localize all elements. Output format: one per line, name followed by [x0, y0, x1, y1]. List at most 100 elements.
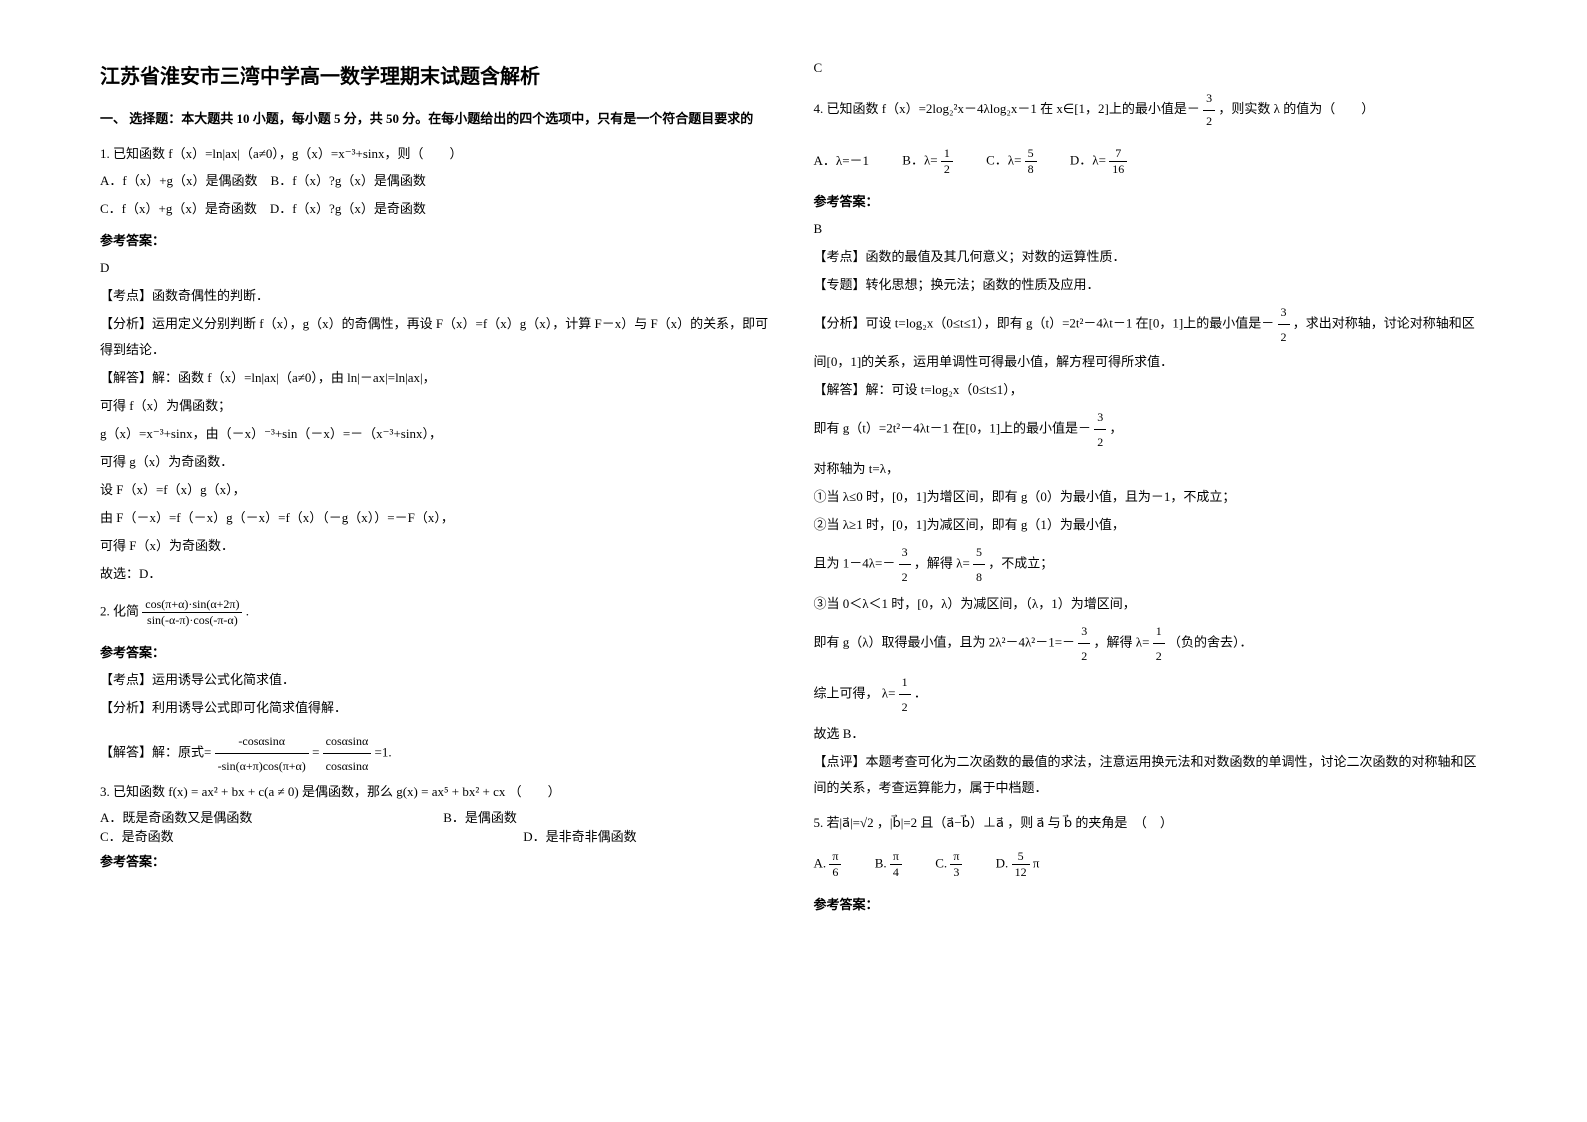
q4-sl2-suffix: ， [1110, 421, 1123, 436]
q3-answer-letter: C [814, 60, 1488, 76]
doc-title: 江苏省淮安市三湾中学高一数学理期末试题含解析 [100, 60, 774, 89]
q4-sol-line1: 【解答】解：可设 t=log₂x（0≤t≤1）， [814, 377, 1488, 403]
q5-optc-den: 3 [950, 865, 962, 880]
q4-sol-line7: ③当 0＜λ＜1 时，[0，λ）为减区间，（λ，1）为增区间， [814, 591, 1488, 617]
q5-optd-prefix: D. [996, 855, 1009, 870]
q4-sol-line6: 且为 1－4λ=－ 3 2 ，解得 λ= 5 8 ，不成立； [814, 540, 1488, 589]
q4-optd-frac: 7 16 [1109, 146, 1127, 177]
q4-opt-c: C．λ= 5 8 [986, 146, 1037, 177]
q1-opt-cd: C．f（x）+g（x）是奇函数 D．f（x）?g（x）是奇函数 [100, 197, 774, 220]
q4-ana-prefix: 【分析】可设 t=log₂x（0≤t≤1），即有 g（t）=2t²－4λt－1 … [814, 316, 1275, 331]
q5-optd-suffix: π [1033, 855, 1040, 870]
q1-sol-7: 由 F（－x）=f（－x）g（－x）=f（x）（－g（x））=－F（x）， [100, 505, 774, 531]
q2-frac-den: sin(-α-π)·cos(-π-α) [142, 613, 242, 628]
q2-eq: = [312, 744, 319, 759]
q4-optb-den: 2 [941, 162, 953, 177]
q5-opt-d: D. 5 12 π [996, 849, 1040, 880]
q1-answer-letter: D [100, 255, 774, 281]
q4-sl8-suffix: （负的舍去）． [1168, 635, 1253, 650]
q5-opta-prefix: A. [814, 855, 827, 870]
q4-sol-summary: 综上可得， λ= 1 2 ． [814, 670, 1488, 719]
q5-opta-frac: π 6 [829, 849, 841, 880]
q1-sol-3: 可得 f（x）为偶函数； [100, 393, 774, 419]
q2-f1-den: -sin(α+π)cos(π+α) [215, 754, 309, 778]
q4-opt-a: A．λ=－1 [814, 150, 870, 169]
q5-opt-a: A. π 6 [814, 849, 842, 880]
q1-opt-ab: A．f（x）+g（x）是偶函数 B．f（x）?g（x）是偶函数 [100, 169, 774, 192]
q4-sl8-mid: ，解得 λ= [1094, 635, 1150, 650]
q4-sl6-prefix: 且为 1－4λ=－ [814, 556, 896, 571]
q2-answer-body: 【考点】运用诱导公式化简求值． 【分析】利用诱导公式即可化简求值得解． 【解答】… [100, 667, 774, 780]
q3-stem: 3. 已知函数 f(x) = ax² + bx + c(a ≠ 0) 是偶函数，… [100, 780, 774, 803]
q5-optc-num: π [950, 849, 962, 865]
q2-answer-label: 参考答案： [100, 642, 774, 661]
q5-opta-num: π [829, 849, 841, 865]
q4-comment: 【点评】本题考查可化为二次函数的最值的求法，注意运用换元法和对数函数的单调性，讨… [814, 749, 1488, 801]
q4-sl6-frac1: 3 2 [899, 540, 911, 589]
q4-sl8-den2: 2 [1153, 644, 1165, 668]
q2-sol-1: 【考点】运用诱导公式化简求值． [100, 667, 774, 693]
q2-f2: cosαsinα cosαsinα [323, 729, 372, 778]
q4-sol-line2: 即有 g（t）=2t²－4λt－1 在[0，1]上的最小值是－ 3 2 ， [814, 405, 1488, 454]
q4-sl8-frac1: 3 2 [1078, 619, 1090, 668]
q2-sol-2: 【分析】利用诱导公式即可化简求值得解． [100, 695, 774, 721]
q4-stem-frac: 3 2 [1203, 88, 1215, 132]
q4-sum-prefix: 综上可得， [814, 686, 879, 701]
q1-answer-label: 参考答案： [100, 230, 774, 249]
q1-stem: 1. 已知函数 f（x）=ln|ax|（a≠0），g（x）=x⁻³+sinx，则… [100, 142, 774, 165]
q4-stem-prefix: 4. 已知函数 f（x）=2log₂²x－4λlog₂x－1 在 x∈[1，2]… [814, 101, 1200, 116]
section-header: 一、 选择题：本大题共 10 小题，每小题 5 分，共 50 分。在每小题给出的… [100, 109, 774, 130]
q5-optb-frac: π 4 [890, 849, 902, 880]
q4-sl8-num2: 1 [1153, 619, 1165, 644]
q4-sl6-den1: 2 [899, 565, 911, 589]
q4-optc-num: 5 [1025, 146, 1037, 162]
q4-optc-prefix: C．λ= [986, 153, 1021, 168]
q4-answer-label: 参考答案： [814, 191, 1488, 210]
q4-optb-num: 1 [941, 146, 953, 162]
q1-sol-4: g（x）=x⁻³+sinx，由（－x）⁻³+sin（－x）=－（x⁻³+sinx… [100, 421, 774, 447]
q2-stem: 2. 化简 cos(π+α)·sin(α+2π) sin(-α-π)·cos(-… [100, 597, 774, 628]
q5-optd-frac: 5 12 [1012, 849, 1030, 880]
q5-optb-num: π [890, 849, 902, 865]
q5-opt-b: B. π 4 [875, 849, 902, 880]
q4-sl6-suffix: ，不成立； [988, 556, 1053, 571]
q1-sol-6: 设 F（x）=f（x）g（x）， [100, 477, 774, 503]
q1-sol-0: 【考点】函数奇偶性的判断． [100, 283, 774, 309]
q4-sum-den: 2 [899, 695, 911, 719]
q3-opt-a: A．既是奇函数又是偶函数 [100, 807, 440, 826]
left-column: 江苏省淮安市三湾中学高一数学理期末试题含解析 一、 选择题：本大题共 10 小题… [100, 60, 774, 1062]
q4-sl8-num1: 3 [1078, 619, 1090, 644]
q4-sum-frac: 1 2 [899, 670, 911, 719]
q4-optb-frac: 1 2 [941, 146, 953, 177]
q4-sl6-frac2: 5 8 [973, 540, 985, 589]
q4-sl6-num1: 3 [899, 540, 911, 565]
q4-sl2-num: 3 [1094, 405, 1106, 430]
q1-sol-2: 【解答】解：函数 f（x）=ln|ax|（a≠0），由 ln|－ax|=ln|a… [100, 365, 774, 391]
q4-sol-line4: ①当 λ≤0 时，[0，1]为增区间，即有 g（0）为最小值，且为－1，不成立； [814, 484, 1488, 510]
q4-optd-num: 7 [1109, 146, 1127, 162]
q5-optc-frac: π 3 [950, 849, 962, 880]
q2-suffix: . [246, 603, 249, 618]
q4-sum-lambda: λ= [882, 686, 896, 701]
q4-stem: 4. 已知函数 f（x）=2log₂²x－4λlog₂x－1 在 x∈[1，2]… [814, 88, 1488, 132]
q2-f2-den: cosαsinα [323, 754, 372, 778]
q5-options: A. π 6 B. π 4 C. π 3 D. 5 12 [814, 849, 1488, 880]
q3-answer-label: 参考答案： [100, 851, 774, 870]
q3-opt-d: D．是非奇非偶函数 [523, 829, 636, 844]
q3-opt-c: C．是奇函数 [100, 826, 520, 845]
q2-f1-num: -cosαsinα [215, 729, 309, 754]
q4-stem-suffix: ，则实数 λ 的值为（ ） [1218, 101, 1374, 116]
q4-stem-den: 2 [1203, 111, 1215, 133]
q2-frac: cos(π+α)·sin(α+2π) sin(-α-π)·cos(-π-α) [142, 597, 242, 628]
q2-f2-num: cosαsinα [323, 729, 372, 754]
right-column: C 4. 已知函数 f（x）=2log₂²x－4λlog₂x－1 在 x∈[1，… [814, 60, 1488, 1062]
q4-opt-b: B．λ= 1 2 [902, 146, 953, 177]
q1-sol-9: 故选：D． [100, 561, 774, 587]
q5-optb-prefix: B. [875, 855, 887, 870]
q4-optc-frac: 5 8 [1025, 146, 1037, 177]
q4-answer-letter: B [814, 216, 1488, 242]
q5-optb-den: 4 [890, 865, 902, 880]
q4-sl8-prefix: 即有 g（λ）取得最小值，且为 2λ²－4λ²－1=－ [814, 635, 1076, 650]
q4-sl2-frac: 3 2 [1094, 405, 1106, 454]
q4-optb-prefix: B．λ= [902, 153, 937, 168]
